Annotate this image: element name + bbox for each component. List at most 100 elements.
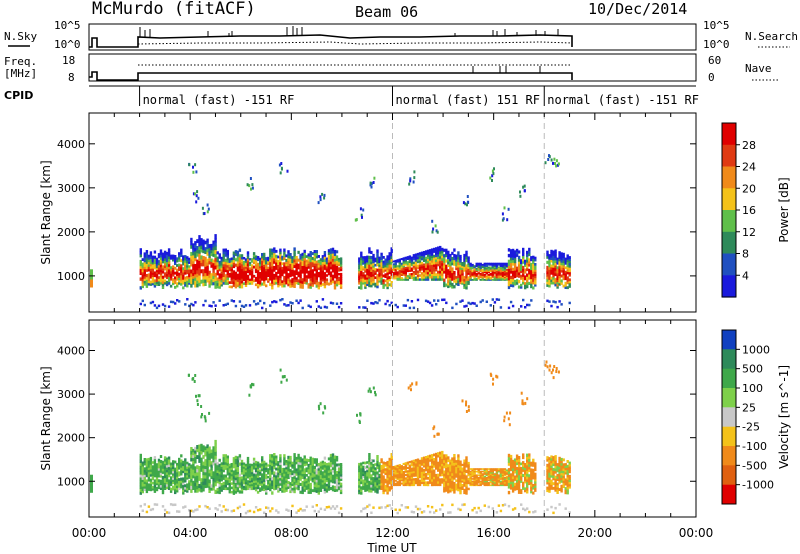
heatmap-cell <box>299 259 302 263</box>
nsky-tick-bottom-right: 10^0 <box>703 38 730 51</box>
heatmap-cell <box>439 277 442 281</box>
heatmap-cell <box>552 260 555 263</box>
heatmap-cell <box>208 283 211 288</box>
heatmap-cell <box>422 510 426 513</box>
heatmap-cell <box>325 506 329 509</box>
heatmap-cell <box>554 267 557 271</box>
heatmap-cell <box>507 262 511 266</box>
heatmap-cell <box>445 283 448 287</box>
heatmap-cell <box>380 282 383 285</box>
heatmap-cell <box>534 275 537 279</box>
heatmap-cell <box>236 458 240 462</box>
heatmap-cell <box>256 278 260 282</box>
heatmap-cell <box>174 479 177 483</box>
heatmap-cell <box>204 478 207 482</box>
heatmap-cell <box>321 278 325 282</box>
heatmap-cell <box>426 260 430 264</box>
heatmap-cell <box>153 281 157 285</box>
heatmap-cell <box>180 248 183 252</box>
heatmap-cell <box>443 481 446 485</box>
heatmap-cell <box>414 479 418 483</box>
heatmap-cell <box>481 270 484 272</box>
heatmap-cell <box>364 479 367 483</box>
heatmap-cell <box>182 262 185 266</box>
heatmap-cell <box>220 485 223 488</box>
heatmap-cell <box>418 473 422 477</box>
heatmap-cell <box>228 463 231 467</box>
heatmap-cell <box>358 480 361 484</box>
heatmap-cell <box>441 265 444 269</box>
heatmap-cell <box>180 480 183 484</box>
heatmap-cell <box>315 463 318 467</box>
heatmap-cell <box>165 266 169 270</box>
heatmap-cell <box>461 485 464 489</box>
heatmap-cell <box>422 473 426 476</box>
heatmap-cell <box>522 247 525 251</box>
heatmap-cell <box>390 301 393 305</box>
heatmap-cell <box>327 249 331 253</box>
heatmap-cell <box>161 470 165 474</box>
heatmap-cell <box>416 458 420 461</box>
heatmap-cell <box>530 262 533 266</box>
heatmap-cell <box>214 462 217 468</box>
heatmap-cell <box>364 256 367 259</box>
heatmap-cell <box>297 279 300 283</box>
heatmap-cell <box>485 269 488 271</box>
heatmap-cell <box>176 478 179 482</box>
heatmap-cell <box>155 273 159 276</box>
heatmap-cell <box>222 271 225 275</box>
heatmap-cell <box>362 467 365 471</box>
heatmap-cell <box>459 259 462 263</box>
heatmap-cell <box>469 276 472 279</box>
heatmap-cell <box>240 261 244 265</box>
heatmap-cell <box>167 263 171 267</box>
heatmap-cell <box>392 477 395 480</box>
heatmap-cell <box>553 157 556 161</box>
heatmap-cell <box>376 471 379 475</box>
heatmap-cell <box>325 306 329 309</box>
heatmap-cell <box>457 485 460 489</box>
heatmap-cell <box>422 274 426 277</box>
heatmap-cell <box>319 262 323 266</box>
heatmap-cell <box>398 464 401 467</box>
heatmap-cell <box>167 256 171 260</box>
heatmap-cell <box>366 480 369 483</box>
heatmap-cell <box>151 268 155 271</box>
heatmap-cell <box>230 299 233 302</box>
colorbar-tick-label: 12 <box>742 226 756 239</box>
heatmap-cell <box>224 281 227 285</box>
heatmap-cell <box>433 259 436 263</box>
heatmap-cell <box>339 259 343 263</box>
heatmap-cell <box>214 455 217 460</box>
heatmap-cell <box>360 251 363 255</box>
heatmap-cell <box>459 278 462 282</box>
heatmap-cell <box>248 267 252 270</box>
heatmap-cell <box>414 263 418 266</box>
heatmap-cell <box>208 482 211 487</box>
heatmap-cell <box>556 268 559 272</box>
heatmap-cell <box>202 448 205 453</box>
heatmap-cell <box>335 268 339 272</box>
heatmap-cell <box>517 263 521 267</box>
heatmap-cell <box>155 475 159 478</box>
heatmap-cell <box>467 473 470 477</box>
heatmap-cell <box>269 509 272 513</box>
heatmap-cell <box>388 271 391 275</box>
heatmap-cell <box>441 480 444 484</box>
heatmap-cell <box>441 255 444 259</box>
heatmap-cell <box>194 489 197 493</box>
heatmap-cell <box>305 487 308 490</box>
heatmap-cell <box>271 454 274 458</box>
heatmap-cell <box>254 270 258 274</box>
heatmap-cell <box>366 482 369 485</box>
heatmap-cell <box>550 249 553 253</box>
heatmap-cell <box>333 255 337 259</box>
heatmap-cell <box>463 268 466 272</box>
heatmap-cell <box>214 470 217 475</box>
heatmap-cell <box>422 475 426 478</box>
heatmap-cell <box>447 285 450 289</box>
heatmap-cell <box>441 470 444 474</box>
heatmap-cell <box>459 477 462 480</box>
heatmap-cell <box>323 264 327 268</box>
heatmap-cell <box>147 460 151 463</box>
